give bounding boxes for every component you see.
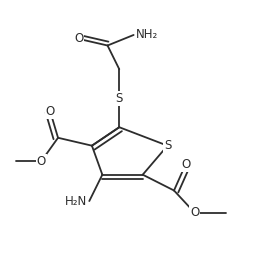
Text: O: O bbox=[46, 105, 55, 118]
Text: S: S bbox=[116, 92, 123, 105]
Text: H₂N: H₂N bbox=[64, 195, 87, 207]
Text: O: O bbox=[181, 158, 190, 171]
Text: NH₂: NH₂ bbox=[136, 28, 159, 41]
Text: O: O bbox=[36, 155, 46, 168]
Text: O: O bbox=[74, 32, 84, 45]
Text: O: O bbox=[190, 206, 199, 219]
Text: S: S bbox=[164, 139, 171, 152]
